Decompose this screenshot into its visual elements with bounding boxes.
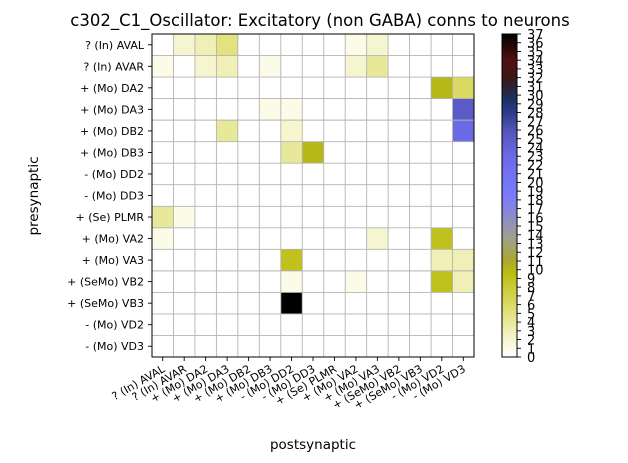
heatmap-cell — [280, 141, 303, 164]
colorbar-tick-label: 17 — [527, 203, 544, 218]
heatmap-cell — [345, 55, 367, 78]
y-tick-label: - (Mo) VD3 — [85, 340, 144, 353]
colorbar-tick-label: 24 — [527, 141, 544, 156]
colorbar-tick-label: 6 — [527, 299, 535, 314]
colorbar-tick-label: 33 — [527, 63, 544, 78]
colorbar-tick-label: 35 — [527, 45, 544, 60]
heatmap-cell — [452, 249, 474, 271]
heatmap-cell — [259, 55, 281, 78]
heatmap-cell — [452, 77, 474, 99]
y-tick-label: - (Mo) DD2 — [84, 168, 144, 181]
colorbar: 0123456789101112131415161718192021222324… — [501, 28, 544, 366]
heatmap-gridlines — [152, 34, 474, 357]
colorbar-tick-label: 10 — [527, 264, 544, 279]
y-tick-label: + (Mo) DB3 — [80, 146, 144, 159]
chart-title: c302_C1_Oscillator: Excitatory (non GABA… — [70, 11, 569, 31]
y-tick-label: + (Mo) DB2 — [80, 125, 144, 138]
colorbar-tick-label: 30 — [527, 89, 544, 104]
colorbar-tick-label: 13 — [527, 238, 544, 253]
colorbar-tick-label: 26 — [527, 124, 544, 139]
y-tick-label: - (Mo) VD2 — [85, 319, 144, 332]
heatmap-cell — [280, 249, 303, 271]
heatmap-cell — [194, 34, 217, 56]
heatmap-cell — [152, 55, 174, 78]
colorbar-tick-label: 7 — [527, 290, 535, 305]
heatmap-cell — [216, 34, 238, 56]
y-tick-label: + (Mo) VA3 — [82, 254, 144, 267]
colorbar-tick-label: 4 — [527, 316, 535, 331]
heatmap-cell — [431, 270, 453, 293]
x-tick-labels: ? (In) AVAL? (In) AVAR+ (Mo) DA2+ (Mo) D… — [110, 357, 468, 412]
colorbar-tick-label: 1 — [527, 342, 535, 357]
colorbar-tick-label: 37 — [527, 28, 544, 43]
heatmap-cell — [280, 120, 303, 142]
y-tick-label: ? (In) AVAR — [84, 60, 145, 73]
heatmap-cell — [431, 227, 453, 250]
colorbar-tick-label: 19 — [527, 185, 544, 200]
colorbar-tick-label: 16 — [527, 211, 544, 226]
y-tick-label: + (SeMo) VB3 — [67, 297, 144, 310]
heatmap-cell — [452, 98, 474, 121]
colorbar-tick-label: 36 — [527, 37, 544, 52]
colorbar-tick-label: 8 — [527, 281, 535, 296]
colorbar-tick-label: 9 — [527, 272, 535, 287]
colorbar-tick-label: 27 — [527, 115, 544, 130]
y-tick-label: + (Mo) VA2 — [82, 233, 144, 246]
colorbar-tick-label: 20 — [527, 176, 544, 191]
heatmap-cell — [366, 34, 389, 56]
heatmap-cell — [345, 270, 367, 293]
colorbar-tick-label: 22 — [527, 159, 544, 174]
y-tick-label: ? (In) AVAL — [85, 39, 145, 52]
heatmap-cell — [152, 227, 174, 250]
y-tick-labels: ? (In) AVAL ? (In) AVAR + (Mo) DA2 + (Mo) D… — [67, 39, 152, 353]
heatmap-cell — [345, 34, 367, 56]
colorbar-tick-label: 11 — [527, 255, 544, 270]
y-tick-label: + (SeMo) VB2 — [67, 276, 144, 289]
heatmap-cell — [173, 206, 195, 228]
heatmap-cell — [216, 120, 238, 142]
colorbar-tick-label: 25 — [527, 133, 544, 148]
heatmap-cell — [280, 292, 303, 314]
colorbar-tick-label: 29 — [527, 98, 544, 113]
colorbar-tick-label: 23 — [527, 150, 544, 165]
y-tick-label: + (Se) PLMR — [76, 211, 145, 224]
heatmap-cell — [280, 98, 303, 121]
heatmap-cell — [216, 55, 238, 78]
heatmap-cells — [152, 34, 474, 357]
colorbar-tick-label: 3 — [527, 325, 535, 340]
y-tick-label: + (Mo) DA2 — [80, 82, 144, 95]
colorbar-ticks: 0123456789101112131415161718192021222324… — [517, 28, 544, 366]
heatmap-cell — [259, 98, 281, 121]
colorbar-tick-label: 28 — [527, 107, 544, 122]
heatmap-cell — [152, 206, 174, 228]
colorbar-tick-label: 0 — [527, 351, 535, 366]
colorbar-tick-label: 5 — [527, 307, 535, 322]
x-axis-label: postsynaptic — [270, 437, 356, 453]
heatmap-cell — [431, 77, 453, 99]
heatmap-cell — [452, 120, 474, 142]
heatmap-cell — [431, 249, 453, 271]
colorbar-tick-label: 31 — [527, 80, 544, 95]
colorbar-tick-label: 18 — [527, 194, 544, 209]
y-tick-label: + (Mo) DA3 — [80, 103, 144, 116]
heatmap-cell — [452, 270, 474, 293]
heatmap-cell — [173, 34, 195, 56]
colorbar-tick-label: 2 — [527, 334, 535, 349]
heatmap-cell — [280, 270, 303, 293]
colorbar-tick-label: 15 — [527, 220, 544, 235]
colorbar-tick-label: 12 — [527, 246, 544, 261]
colorbar-tick-label: 32 — [527, 72, 544, 87]
colorbar-gradient — [501, 33, 518, 358]
heatmap-cell — [366, 227, 389, 250]
heatmap-background — [152, 34, 474, 357]
y-tick-label: - (Mo) DD3 — [84, 190, 144, 203]
heatmap-cell — [302, 141, 324, 164]
heatmap-cell — [194, 55, 217, 78]
colorbar-tick-label: 21 — [527, 168, 544, 183]
colorbar-tick-label: 34 — [527, 54, 544, 69]
y-axis-label: presynaptic — [26, 156, 42, 235]
heatmap-cell — [366, 55, 389, 78]
colorbar-tick-label: 14 — [527, 229, 544, 244]
